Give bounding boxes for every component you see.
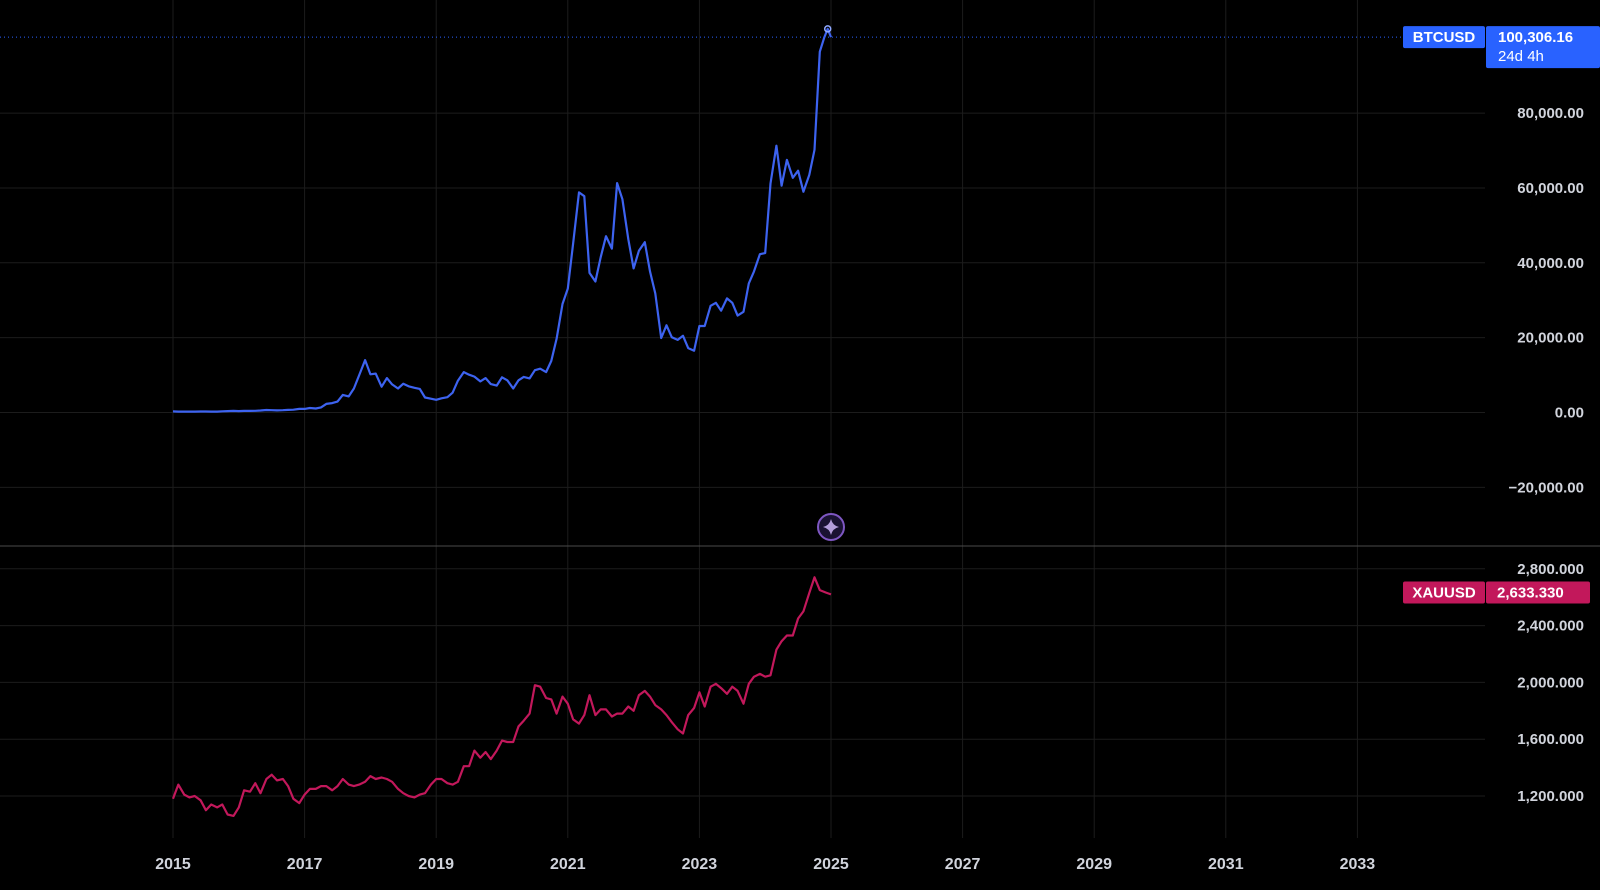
y-tick-label-btc: 80,000.00: [1517, 105, 1584, 122]
btcusd-symbol-tag[interactable]: [1403, 26, 1485, 49]
x-tick-label: 2029: [1076, 856, 1112, 873]
y-tick-label-btc: 0.00: [1555, 405, 1584, 422]
btcusd-price-value: 100,306.16: [1498, 29, 1573, 46]
xauusd-symbol-label: XAUUSD: [1412, 584, 1476, 601]
x-tick-label: 2027: [945, 856, 981, 873]
x-tick-label: 2023: [682, 856, 718, 873]
btcusd-line[interactable]: [172, 27, 833, 413]
x-tick-label: 2019: [418, 856, 454, 873]
x-tick-label: 2033: [1340, 856, 1376, 873]
x-tick-label: 2021: [550, 856, 586, 873]
y-tick-label-btc: 20,000.00: [1517, 330, 1584, 347]
tag-layer: BTCUSD 100,306.16 24d 4h XAUUSD 2,633.330: [1403, 26, 1600, 604]
xauusd-price-value: 2,633.330: [1497, 584, 1564, 601]
sparkle-icon[interactable]: [817, 513, 845, 541]
y-tick-label-btc: −20,000.00: [1509, 479, 1585, 496]
series-layer: [0, 25, 1405, 818]
btcusd-symbol-label: BTCUSD: [1413, 29, 1476, 46]
grid-layer: [0, 0, 1485, 838]
xauusd-line[interactable]: [171, 576, 832, 818]
y-tick-label-xau: 2,800.000: [1517, 561, 1584, 578]
y-tick-label-xau: 1,600.000: [1517, 731, 1584, 748]
y-tick-label-xau: 1,200.000: [1517, 788, 1584, 805]
x-tick-label: 2017: [287, 856, 323, 873]
y-tick-label-btc: 60,000.00: [1517, 180, 1584, 197]
xauusd-symbol-tag[interactable]: [1403, 581, 1485, 604]
btcusd-last-point: [823, 25, 832, 33]
x-tick-label: 2025: [813, 856, 849, 873]
btcusd-price-tag[interactable]: [1486, 26, 1600, 69]
y-tick-label-xau: 2,000.000: [1517, 674, 1584, 691]
btcusd-countdown: 24d 4h: [1498, 48, 1544, 65]
y-tick-label-xau: 2,400.000: [1517, 618, 1584, 635]
y-tick-label-btc: 40,000.00: [1517, 255, 1584, 272]
xauusd-price-tag[interactable]: [1486, 581, 1590, 604]
x-tick-label: 2031: [1208, 856, 1244, 873]
x-tick-label: 2015: [155, 856, 191, 873]
axis-layer: 2015 2017 2019 2021 2023 2025 2027 2029 2031 2033…: [155, 105, 1584, 873]
